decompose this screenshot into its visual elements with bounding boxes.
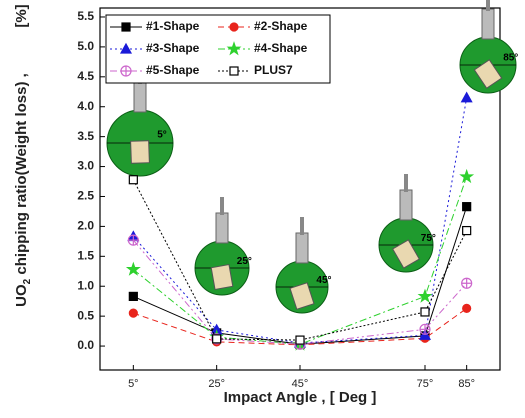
y-tick-label: 5.0 (77, 39, 94, 53)
inset-tool (215, 212, 229, 244)
x-tick-label: 5° (128, 378, 139, 390)
inset-pellet (473, 59, 503, 89)
legend-marker (226, 41, 242, 56)
y-label-subscript: 2 (22, 278, 33, 284)
y-tick-label: 1.5 (77, 248, 94, 262)
marker (128, 175, 138, 185)
series-line (132, 97, 468, 344)
inset-tool (399, 189, 413, 221)
y-axis-label: UO2 chipping ratio(Weight loss) , (13, 73, 33, 307)
y-tick-label: 3.0 (77, 159, 94, 173)
inset-pellet (392, 239, 420, 269)
inset-pellet (210, 264, 234, 290)
y-label-rest: chipping ratio(Weight loss) , (13, 73, 30, 279)
y-tick-label: 1.0 (77, 278, 94, 292)
series-line (132, 179, 468, 341)
marker (462, 225, 472, 236)
inset-tool (481, 8, 495, 40)
y-tick-label: 3.5 (77, 129, 94, 143)
x-tick-label: 45° (292, 378, 309, 390)
y-tick-label: 0.0 (77, 338, 94, 352)
inset-tool (295, 232, 309, 264)
inset-tool-rod (486, 0, 490, 11)
legend-label: #3-Shape (146, 41, 200, 55)
legend: #1-Shape #2-Shape #3-Shape #4-Shape #5-Shape… (105, 14, 331, 84)
inset-tool (133, 81, 147, 113)
inset: 45° (275, 217, 332, 314)
x-axis-label: Impact Angle , [ Deg ] (224, 389, 377, 406)
marker (125, 261, 141, 276)
legend-marker (229, 22, 239, 32)
marker (417, 288, 433, 303)
y-tick-label: 0.5 (77, 308, 94, 322)
marker (459, 168, 475, 184)
y-tick-label: 5.5 (77, 9, 94, 23)
marker (212, 334, 222, 344)
x-tick-label: 85° (458, 378, 475, 390)
inset-pellet (130, 140, 150, 164)
legend-label: #4-Shape (254, 41, 308, 55)
inset-tool-rod (300, 217, 304, 235)
y-tick-label: 2.5 (77, 189, 94, 203)
inset-angle: 25° (237, 256, 252, 267)
legend-marker (121, 22, 131, 32)
marker (295, 335, 305, 345)
inset-angle: 85° (503, 53, 518, 64)
inset: 75° (378, 174, 436, 273)
marker (462, 202, 472, 212)
inset-tool-rod (220, 197, 224, 215)
inset: 5° (106, 66, 174, 177)
inset: 85° (459, 0, 518, 94)
marker (460, 91, 473, 103)
x-tick-label: 75° (417, 378, 434, 390)
inset-angle: 5° (157, 129, 167, 140)
legend-label: #5-Shape (146, 63, 200, 77)
legend-label: #2-Shape (254, 19, 308, 33)
marker (419, 323, 431, 335)
y-label-main: UO (13, 284, 30, 307)
inset-angle: 75° (421, 233, 436, 244)
legend-marker (229, 66, 239, 76)
inset-pellet (289, 282, 315, 310)
legend-marker (120, 65, 132, 77)
marker (462, 303, 472, 313)
marker (461, 277, 473, 289)
inset-tool-rod (404, 174, 408, 192)
inset: 25° (194, 197, 252, 296)
marker (128, 308, 138, 318)
y-axis-unit: [%] (13, 4, 30, 27)
marker (128, 291, 138, 302)
legend-marker (119, 42, 133, 54)
inset-angle: 45° (316, 275, 331, 286)
series-line (132, 239, 468, 345)
y-tick-label: 2.0 (77, 219, 94, 233)
y-tick-label: 4.5 (77, 69, 94, 83)
legend-label: #1-Shape (146, 19, 200, 33)
marker (420, 307, 430, 317)
legend-label: PLUS7 (254, 63, 293, 77)
marker (127, 234, 139, 246)
y-tick-label: 4.0 (77, 99, 94, 113)
x-tick-label: 25° (208, 378, 225, 390)
